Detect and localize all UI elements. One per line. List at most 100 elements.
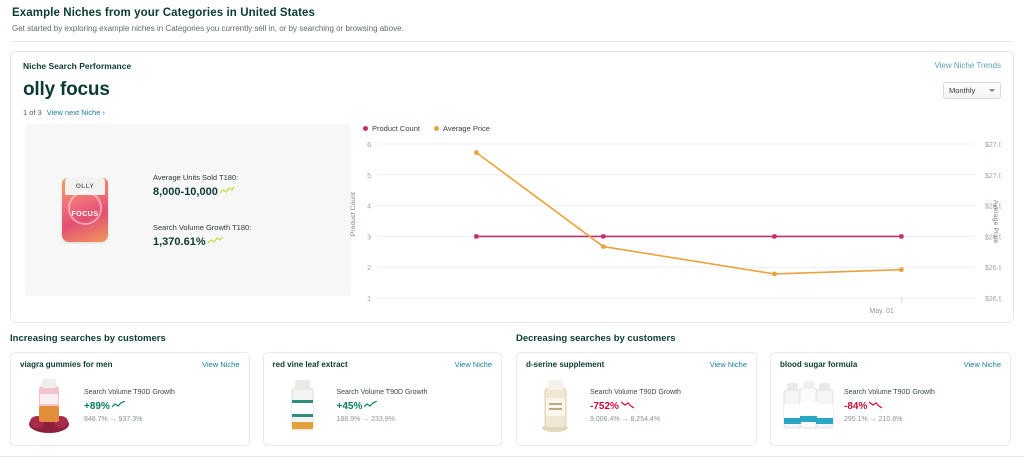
- card-metrics: Search Volume T90D Growth -84% 295.1% → …: [844, 386, 935, 425]
- y-axis-tick-left: 3: [367, 234, 371, 241]
- product-thumbnail-blood-sugar-formula: [780, 375, 838, 435]
- decreasing-cards: d-serine supplement View Niche: [516, 352, 1014, 446]
- metric-range: 9,006.4% → 8,254.4%: [590, 415, 661, 423]
- header-divider: [12, 41, 1012, 42]
- product-image-wrap: OLLY FOCUS: [25, 178, 145, 242]
- metric-value: +89%: [84, 400, 110, 412]
- footer-divider: [0, 456, 1024, 457]
- y-axis-tick-right: $27.00: [985, 173, 1001, 180]
- niche-card[interactable]: red vine leaf extract View Niche: [262, 352, 502, 446]
- view-niche-link[interactable]: View Niche: [709, 360, 747, 369]
- page-subtitle: Get started by exploring example niches …: [12, 24, 404, 33]
- data-point[interactable]: [899, 267, 904, 272]
- sparkline-up-icon: [207, 236, 223, 248]
- card-head: red vine leaf extract View Niche: [273, 360, 493, 369]
- chart-controls: Monthly: [943, 82, 1001, 99]
- sparkline-up-icon: [219, 186, 235, 198]
- data-point[interactable]: [601, 234, 606, 239]
- legend-label: Product Count: [372, 124, 420, 133]
- bottle-ring-decoration: [68, 191, 102, 225]
- card-head: viagra gummies for men View Niche: [20, 360, 240, 369]
- data-point[interactable]: [474, 150, 479, 155]
- metric-value-row: +45%: [337, 399, 428, 414]
- period-select[interactable]: Monthly: [943, 82, 1001, 99]
- series-average-price: [474, 150, 904, 277]
- stat-value-row: 1,370.61%: [153, 236, 251, 248]
- stat-value-row: 8,000-10,000: [153, 186, 251, 198]
- view-niche-link[interactable]: View Niche: [202, 360, 240, 369]
- chart-pane: Monthly Product Count Average Price: [339, 82, 1001, 346]
- increasing-searches-section: Increasing searches by customers viagra …: [10, 332, 512, 446]
- sparkline-up-icon: [363, 399, 378, 414]
- card-kicker: Niche Search Performance: [23, 61, 132, 71]
- metric-label: Search Volume T90D Growth: [590, 388, 681, 396]
- legend-item-product-count[interactable]: Product Count: [363, 124, 420, 133]
- data-point[interactable]: [601, 244, 606, 249]
- data-point[interactable]: [899, 234, 904, 239]
- view-niche-link[interactable]: View Niche: [454, 360, 492, 369]
- view-niche-link[interactable]: View Niche: [963, 360, 1001, 369]
- metric-label: Search Volume T90D Growth: [84, 388, 175, 396]
- metric-value: -752%: [590, 400, 619, 412]
- niche-card[interactable]: blood sugar formula View Niche: [770, 352, 1011, 446]
- card-body: Search Volume T90D Growth +89% 848.7% → …: [20, 375, 240, 435]
- sparkline-down-icon: [620, 400, 635, 414]
- legend-item-average-price[interactable]: Average Price: [433, 124, 490, 133]
- card-metrics: Search Volume T90D Growth -752% 9,006.4%…: [590, 386, 681, 425]
- stat-value: 8,000-10,000: [153, 186, 218, 198]
- y-axis-tick-left: 5: [367, 173, 371, 180]
- y-axis-tick-left: 2: [367, 265, 371, 272]
- product-summary-pane: OLLY FOCUS Average Units Sold T180: 8,00…: [23, 124, 351, 346]
- metric-label: Search Volume T90D Growth: [844, 388, 935, 396]
- card-metrics: Search Volume T90D Growth +45% 188.9% → …: [337, 386, 428, 425]
- niche-card[interactable]: viagra gummies for men View Niche: [10, 352, 250, 446]
- y-axis-tick-right: $26.90: [985, 296, 1001, 303]
- metric-value-row: +89%: [84, 399, 175, 414]
- sparkline-up-icon: [111, 399, 126, 414]
- y-axis-tick-left: 4: [367, 204, 371, 211]
- chevron-down-icon: [989, 89, 995, 92]
- section-title: Decreasing searches by customers: [516, 333, 676, 344]
- card-head: blood sugar formula View Niche: [780, 360, 1001, 369]
- y-axis-title-right: Average Price: [992, 200, 999, 244]
- card-body: OLLY FOCUS Average Units Sold T180: 8,00…: [23, 82, 1001, 346]
- legend-label: Average Price: [442, 124, 490, 133]
- data-point[interactable]: [474, 234, 479, 239]
- metric-range: 848.7% → 937.3%: [84, 415, 143, 423]
- series-product-count: [474, 234, 904, 239]
- niche-card[interactable]: d-serine supplement View Niche: [516, 352, 757, 446]
- legend-swatch-average-price: [433, 126, 439, 131]
- product-thumbnail-d-serine: [526, 375, 584, 435]
- niche-card-name: d-serine supplement: [526, 360, 605, 369]
- data-point[interactable]: [772, 234, 777, 239]
- niche-card-name: viagra gummies for men: [20, 360, 113, 369]
- product-summary-panel: OLLY FOCUS Average Units Sold T180: 8,00…: [25, 124, 351, 296]
- y-axis-tick-right: $27.03: [985, 142, 1001, 149]
- y-axis-title-left: Product Count: [350, 192, 357, 237]
- y-axis-tick-right: $26.95: [985, 234, 1001, 241]
- niche-trend-sections: Increasing searches by customers viagra …: [0, 332, 1024, 446]
- chart-legend: Product Count Average Price: [363, 124, 1001, 133]
- y-axis-tick-left: 6: [367, 142, 371, 149]
- niche-title: olly focus: [23, 79, 110, 100]
- x-axis-tick-label: May. 01: [869, 308, 893, 315]
- product-thumbnail-red-vine-leaf: [273, 375, 331, 435]
- data-point[interactable]: [772, 271, 777, 277]
- metric-label: Search Volume T90D Growth: [336, 388, 428, 396]
- product-thumbnail-viagra-gummies: [20, 375, 78, 435]
- chart-plot-area: Product Count Average Price 1 2 3 4 5 6 $27.03…: [350, 138, 1001, 324]
- pager-count: 1 of 3: [23, 108, 42, 117]
- decreasing-searches-section: Decreasing searches by customers d-serin…: [512, 332, 1014, 446]
- stat-average-units-sold: Average Units Sold T180: 8,000-10,000: [153, 172, 251, 198]
- card-body: Search Volume T90D Growth -84% 295.1% → …: [780, 375, 1001, 435]
- card-header-left: Niche Search Performance olly focus 1 of…: [23, 61, 131, 117]
- view-next-niche-link[interactable]: View next Niche ›: [46, 108, 105, 117]
- card-metrics: Search Volume T90D Growth +89% 848.7% → …: [84, 386, 175, 425]
- stat-label: Search Volume Growth T180:: [153, 223, 252, 232]
- metric-range: 188.9% → 233.9%: [336, 415, 395, 423]
- legend-swatch-product-count: [363, 126, 368, 131]
- metric-value: -84%: [844, 400, 868, 412]
- line-chart-svg: 1 2 3 4 5 6 $27.03 $27.00 $26.98 $26.95 $26.93 $26.…: [367, 142, 1001, 315]
- view-niche-trends-link[interactable]: View Niche Trends: [934, 61, 1001, 70]
